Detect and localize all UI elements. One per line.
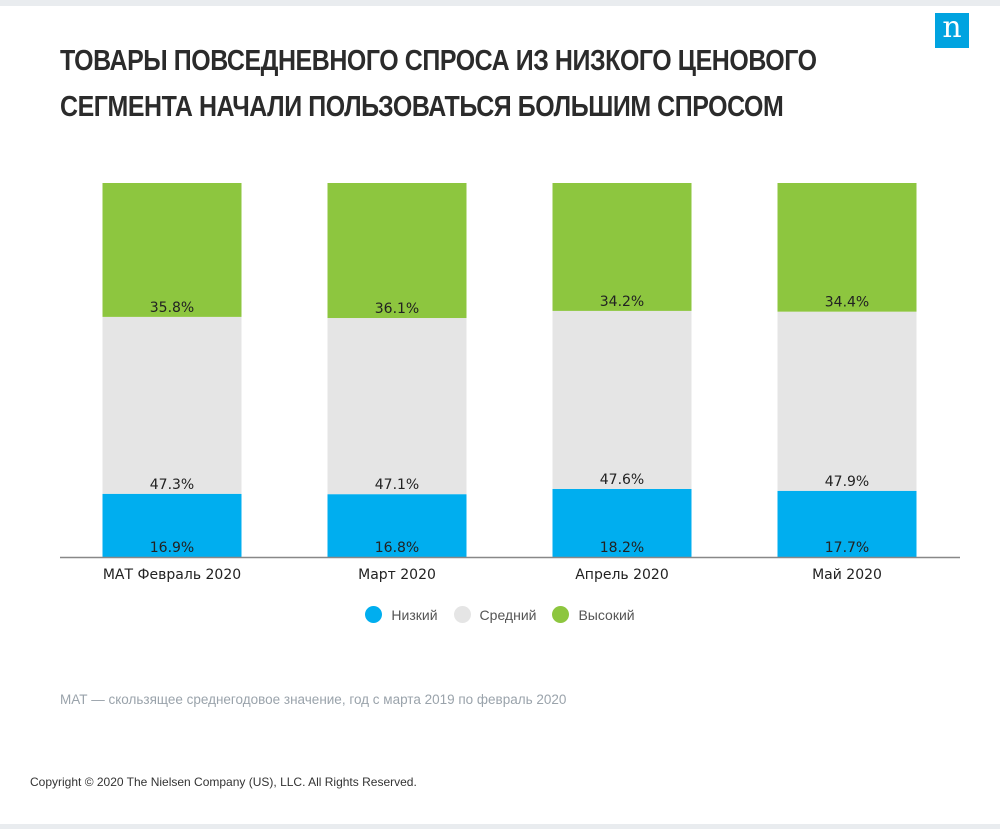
bar-segment-mid-1: [102, 316, 242, 494]
legend: Низкий Средний Высокий: [0, 606, 1000, 623]
data-label-mid-4: 47.9%: [825, 474, 869, 490]
bar-segment-low-4: [777, 490, 917, 557]
data-label-high-3: 34.2%: [600, 294, 644, 310]
data-label-low-1: 16.9%: [150, 540, 194, 556]
chart-title-line-2: СЕГМЕНТА НАЧАЛИ ПОЛЬЗОВАТЬСЯ БОЛЬШИМ СПР…: [60, 91, 784, 123]
bar-segment-mid-4: [777, 311, 917, 491]
stacked-bar-chart: 16.9% 47.3% 35.8% МАТ Февраль 2020 16.8% 47.1…: [60, 183, 960, 583]
legend-label-low: Низкий: [391, 606, 438, 623]
data-label-high-1: 35.8%: [150, 300, 194, 316]
category-label-4: Май 2020: [812, 567, 882, 583]
chart-title: ТОВАРЫ ПОВСЕДНЕВНОГО СПРОСА ИЗ НИЗКОГО Ц…: [60, 38, 817, 130]
bar-segment-mid-2: [327, 318, 467, 495]
bar-segment-high-4: [777, 183, 917, 312]
legend-label-high: Высокий: [578, 606, 635, 623]
data-label-mid-2: 47.1%: [375, 477, 419, 493]
data-label-high-4: 34.4%: [825, 295, 869, 311]
bar-segment-low-3: [552, 488, 692, 557]
legend-swatch-low: [365, 606, 383, 623]
bar-segment-low-2: [327, 494, 467, 557]
nielsen-logo: n: [935, 13, 969, 48]
legend-item-low: Низкий: [365, 606, 438, 623]
legend-swatch-mid: [453, 606, 471, 623]
data-label-low-4: 17.7%: [825, 540, 869, 556]
legend-swatch-high: [552, 606, 570, 623]
bottom-strip: [0, 824, 1000, 829]
category-label-1: МАТ Февраль 2020: [103, 567, 241, 583]
data-label-mid-3: 47.6%: [600, 472, 644, 488]
data-label-low-2: 16.8%: [375, 540, 419, 556]
data-label-high-2: 36.1%: [375, 301, 419, 317]
data-label-low-3: 18.2%: [600, 540, 644, 556]
legend-item-mid: Средний: [453, 606, 537, 623]
mat-footnote: МАТ — скользящее среднегодовое значение,…: [60, 692, 567, 707]
bar-segment-high-2: [327, 183, 467, 319]
category-label-2: Март 2020: [358, 567, 436, 583]
category-label-3: Апрель 2020: [575, 567, 669, 583]
legend-label-mid: Средний: [479, 606, 537, 623]
copyright: Copyright © 2020 The Nielsen Company (US…: [30, 775, 417, 789]
chart-title-line-1: ТОВАРЫ ПОВСЕДНЕВНОГО СПРОСА ИЗ НИЗКОГО Ц…: [60, 45, 817, 77]
bar-segment-mid-3: [552, 310, 692, 489]
bar-segment-high-1: [102, 183, 242, 317]
legend-item-high: Высокий: [552, 606, 635, 623]
data-label-mid-1: 47.3%: [150, 477, 194, 493]
bar-segment-low-1: [102, 493, 242, 557]
top-strip: [0, 0, 1000, 6]
bar-segment-high-3: [552, 183, 692, 311]
